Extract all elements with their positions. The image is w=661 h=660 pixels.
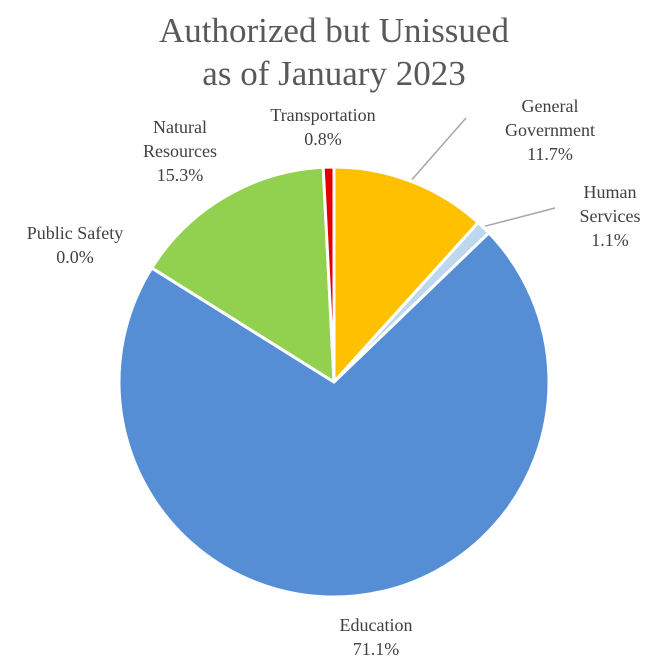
slice-category-label: Transportation	[270, 105, 375, 125]
pie-slice-education	[117, 231, 551, 599]
leader-line-general-government	[411, 117, 467, 180]
slice-label-human-services: Human Services 1.1%	[580, 182, 641, 250]
slice-label-general-government: General Government 11.7%	[505, 96, 595, 164]
leader-line-human-services	[484, 207, 556, 227]
slice-label-natural-resources: Natural Resources 15.3%	[143, 117, 217, 185]
slice-label-transportation: Transportation 0.8%	[270, 105, 375, 149]
slice-category-label: General	[522, 96, 579, 116]
chart-title-line-1: Authorized but Unissued	[159, 11, 509, 50]
pie-slice-natural-resources	[150, 165, 336, 384]
slice-value-label: 0.0%	[56, 247, 94, 267]
slice-category-label: Human	[584, 182, 637, 202]
slice-category-label: Education	[340, 615, 413, 635]
pie-slice-transportation	[321, 165, 336, 384]
pie-slice-general-government	[332, 165, 480, 384]
slice-labels: General Government 11.7% Human Services 1.1% E…	[27, 96, 641, 659]
slice-label-education: Education 71.1%	[340, 615, 413, 659]
pie-slices	[117, 165, 551, 599]
slice-category-label: Resources	[143, 141, 217, 161]
chart-title-line-2: as of January 2023	[202, 54, 465, 93]
slice-category-label: Public Safety	[27, 223, 124, 243]
slice-category-label: Natural	[153, 117, 207, 137]
leader-lines	[411, 117, 556, 227]
chart-title: Authorized but Unissued as of January 202…	[159, 11, 509, 93]
slice-value-label: 71.1%	[353, 639, 400, 659]
slice-value-label: 0.8%	[304, 129, 342, 149]
slice-category-label: Government	[505, 120, 595, 140]
slice-value-label: 1.1%	[591, 230, 629, 250]
slice-value-label: 11.7%	[527, 144, 573, 164]
slice-value-label: 15.3%	[157, 165, 204, 185]
slice-label-public-safety: Public Safety 0.0%	[27, 223, 124, 267]
slice-category-label: Services	[580, 206, 641, 226]
